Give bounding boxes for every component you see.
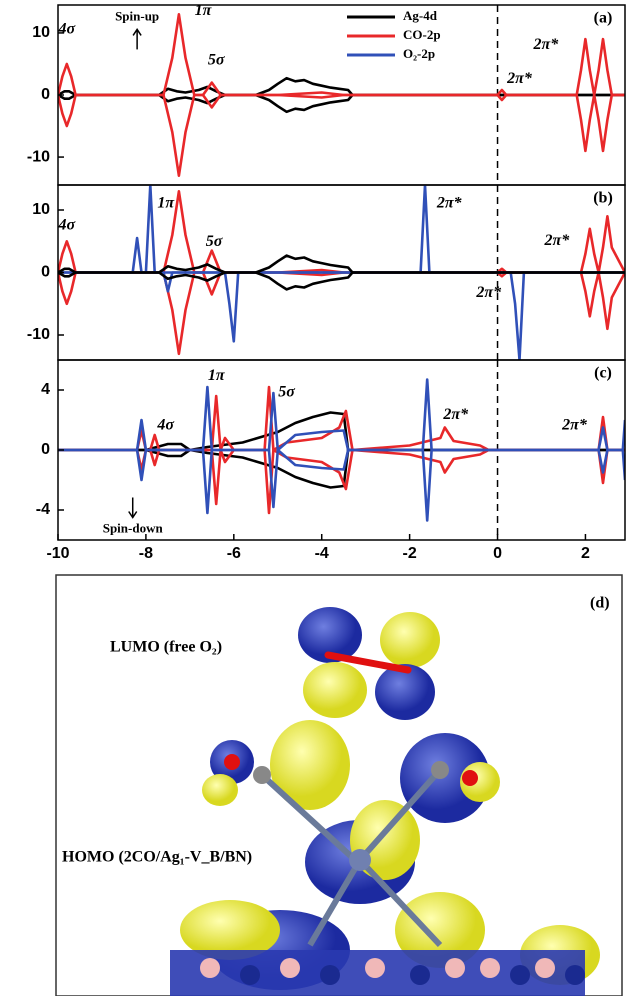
y-tick-label: -10 [27,148,50,165]
x-tick-label: 0 [493,545,502,562]
dos-curve [58,450,625,513]
panel: -10 0 10 (b) 4σ 1π 5σ 2π* 2π* 2π* [27,185,625,360]
dos-curve [58,185,625,273]
annotation: 2π* [544,232,571,249]
x-tick-label: -4 [315,545,329,562]
panel-label: (a) [594,10,613,27]
dos-curve [58,256,625,273]
annotation: 4σ [57,216,75,233]
panel-d: (d) LUMO (free O₂) HOMO (2CO/Ag₁-V_B/BN) [56,575,622,996]
y-tick-label: 0 [41,86,50,103]
panel: -4 0 4 -10 -8 -6 -4 -2 0 2 (c) 4σ 1π 5σ 2π* 2π* Spin-dow… [36,360,625,562]
y-tick-label: 0 [41,441,50,458]
dos-curve [58,14,625,95]
dos-curve [58,191,625,272]
dos-curve [58,78,625,95]
y-tick-label: 10 [32,24,50,41]
dos-curve [58,273,625,354]
legend-label: Ag-4d [403,8,438,23]
y-tick-label: 10 [32,201,50,218]
annotation: 5σ [206,233,223,250]
annotation: 1π [157,194,175,211]
annotation: 1π [195,2,213,19]
y-tick-label: 0 [41,264,50,281]
figure: (d) LUMO (free O₂) HOMO (2CO/Ag₁-V_B/BN)… [0,0,626,996]
dos-curve [58,387,625,450]
legend-label: O₂-2p [403,46,435,61]
annotation: 4σ [57,20,75,37]
panel-label: (d) [590,595,610,612]
x-tick-label: -6 [227,545,241,562]
annotation: 2π* [561,417,588,434]
dos-curve [58,273,625,290]
panel: -10 0 10 (a) 4σ Spin-up 1π 5σ 2π*2π* Ag-4d CO-2p O₂… [27,2,625,185]
annotation: 5σ [208,52,225,69]
panel-label: (c) [594,365,612,382]
annotation: 2π* [436,194,463,211]
y-tick-label: -10 [27,326,50,343]
annotation: 4σ [156,417,174,434]
y-tick-label: 4 [41,381,50,398]
dos-curve [58,95,625,176]
annotation: 5σ [278,384,295,401]
annotation: Spin-up [115,8,159,23]
dos-curve [58,95,625,112]
x-tick-label: -10 [46,545,69,562]
annotation: 2π* [442,406,469,423]
annotation: 2π* [506,70,533,87]
x-tick-label: -8 [139,545,153,562]
legend-label: CO-2p [403,27,441,42]
y-tick-label: -4 [36,501,50,518]
x-tick-label: 2 [581,545,590,562]
annotation: 2π* [533,36,560,53]
x-tick-label: -2 [403,545,417,562]
annotation: 2π* [475,284,502,301]
dos-curve [58,273,625,361]
annotation: 1π [208,367,226,384]
panel-label: (b) [593,190,613,207]
homo-label: HOMO (2CO/Ag₁-V_B/BN) [62,849,252,866]
lumo-label: LUMO (free O₂) [110,639,222,656]
annotation: Spin-down [103,520,164,535]
